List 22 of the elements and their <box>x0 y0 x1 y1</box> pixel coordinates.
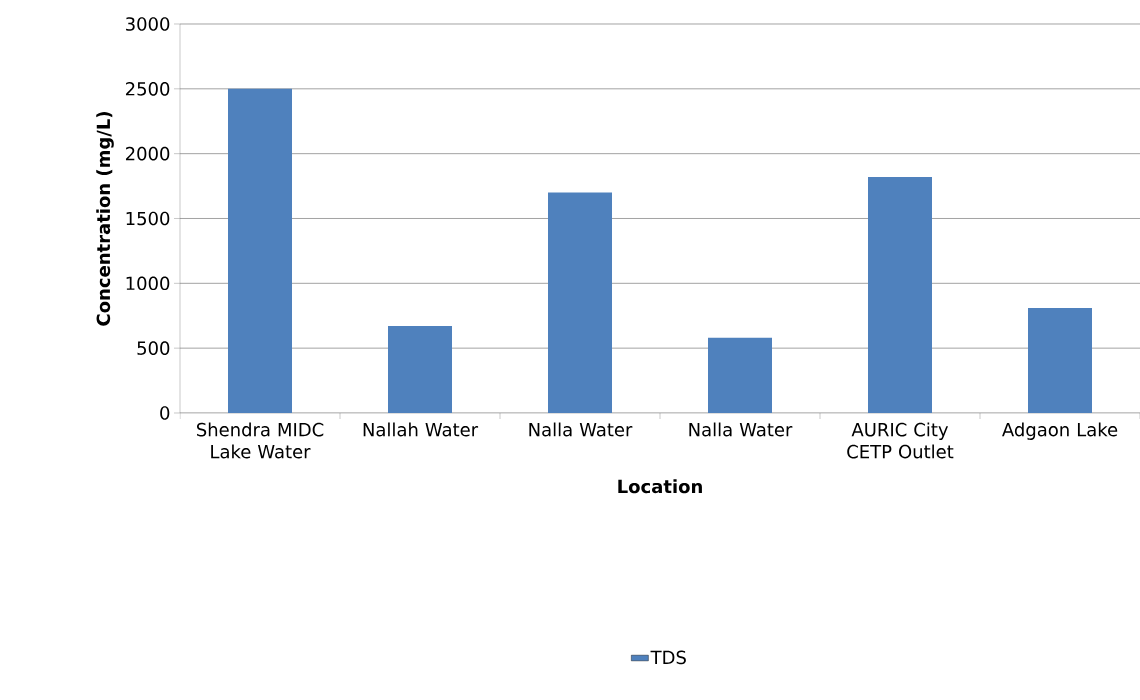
x-tick-label: Nallah Water <box>363 422 479 437</box>
y-tick-label: 1000 <box>126 276 170 291</box>
y-axis-title: Concentration (mg/L) <box>96 112 114 326</box>
y-tick-label: 3000 <box>126 17 170 31</box>
y-tick-label: 1500 <box>126 211 170 226</box>
bar <box>1028 307 1092 413</box>
bar <box>868 176 932 413</box>
y-tick-label: 500 <box>137 341 170 355</box>
x-tick-label: Nalla Water <box>689 422 793 437</box>
x-axis-title: Location <box>618 479 702 494</box>
bar <box>388 326 453 413</box>
y-tick-label: 2500 <box>125 82 170 96</box>
bar <box>228 88 293 413</box>
y-tick-label: 2000 <box>125 146 170 161</box>
y-tick-label: 0 <box>160 406 170 420</box>
x-tick-label: Shendra MIDC Lake Water <box>196 422 324 459</box>
x-tick-label: AURIC City CETP Outlet <box>847 422 954 459</box>
bar <box>708 337 772 413</box>
x-tick-label: Adgaon Lake <box>1002 422 1118 440</box>
legend-label: TDS <box>650 650 686 665</box>
x-tick-label: Nalla Water <box>529 422 633 437</box>
bar <box>548 192 613 413</box>
